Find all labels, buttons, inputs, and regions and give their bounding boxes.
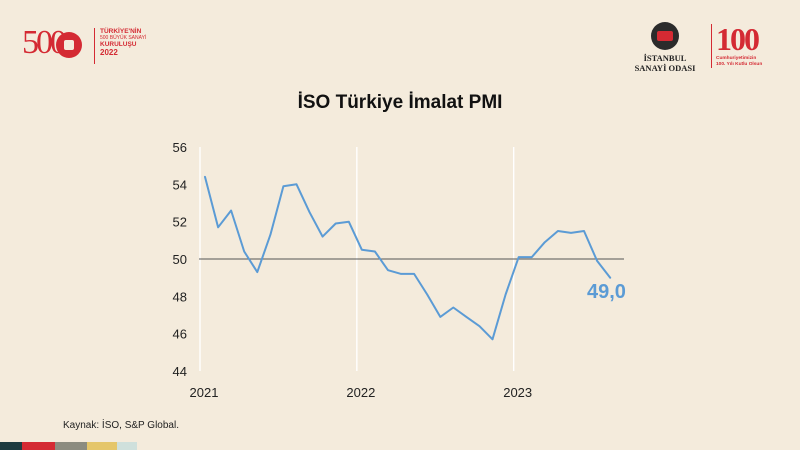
chart-title: İSO Türkiye İmalat PMI bbox=[297, 92, 503, 113]
stripe-segment bbox=[87, 442, 117, 450]
iso-name-line2: SANAYİ ODASI bbox=[634, 63, 696, 73]
bottom-color-stripe bbox=[0, 442, 137, 450]
y-tick-label: 48 bbox=[173, 289, 187, 304]
source-note: Kaynak: İSO, S&P Global. bbox=[63, 420, 179, 431]
x-tick-label: 2021 bbox=[190, 385, 219, 400]
y-tick-label: 44 bbox=[173, 364, 187, 379]
iso-name: İSTANBUL SANAYİ ODASI bbox=[620, 53, 710, 73]
logo-500-text: TÜRKİYE'NİN 500 BÜYÜK SANAYİ KURULUŞU 20… bbox=[100, 28, 146, 57]
logo-500-year: 2022 bbox=[100, 48, 118, 57]
y-tick-label: 54 bbox=[173, 177, 187, 192]
iso-logo: İSTANBUL SANAYİ ODASI bbox=[620, 22, 710, 82]
centennial-number: 100 bbox=[716, 21, 760, 57]
gear-icon bbox=[56, 32, 82, 58]
iso-name-line1: İSTANBUL bbox=[643, 53, 687, 63]
stripe-segment bbox=[117, 442, 137, 450]
logo-divider bbox=[94, 28, 95, 64]
pmi-series-line bbox=[204, 175, 612, 341]
y-tick-label: 50 bbox=[173, 252, 187, 267]
centennial-line1: Cumhuriyetimizin bbox=[716, 56, 757, 61]
logo-500-line3: KURULUŞU bbox=[100, 41, 137, 48]
x-tick-label: 2023 bbox=[503, 385, 532, 400]
turkiye-500-logo: 500 TÜRKİYE'NİN 500 BÜYÜK SANAYİ KURULUŞ… bbox=[22, 22, 172, 72]
stripe-segment bbox=[0, 442, 22, 450]
logo-500-line2: 500 BÜYÜK SANAYİ bbox=[100, 35, 147, 41]
stripe-segment bbox=[22, 442, 55, 450]
stripe-segment bbox=[55, 442, 87, 450]
iso-gear-icon bbox=[651, 22, 679, 50]
last-value-label: 49,0 bbox=[587, 281, 626, 303]
x-tick-label: 2022 bbox=[346, 385, 375, 400]
y-tick-label: 56 bbox=[173, 140, 187, 155]
y-tick-label: 52 bbox=[173, 215, 187, 230]
centennial-logo: 100 Cumhuriyetimizin 100. Yılı Kutlu Ols… bbox=[716, 22, 786, 72]
y-tick-label: 46 bbox=[173, 327, 187, 342]
centennial-line2: 100. Yılı Kutlu Olsun bbox=[716, 62, 763, 67]
logo-separator bbox=[711, 24, 712, 68]
logo-500-line1: TÜRKİYE'NİN bbox=[100, 28, 142, 35]
